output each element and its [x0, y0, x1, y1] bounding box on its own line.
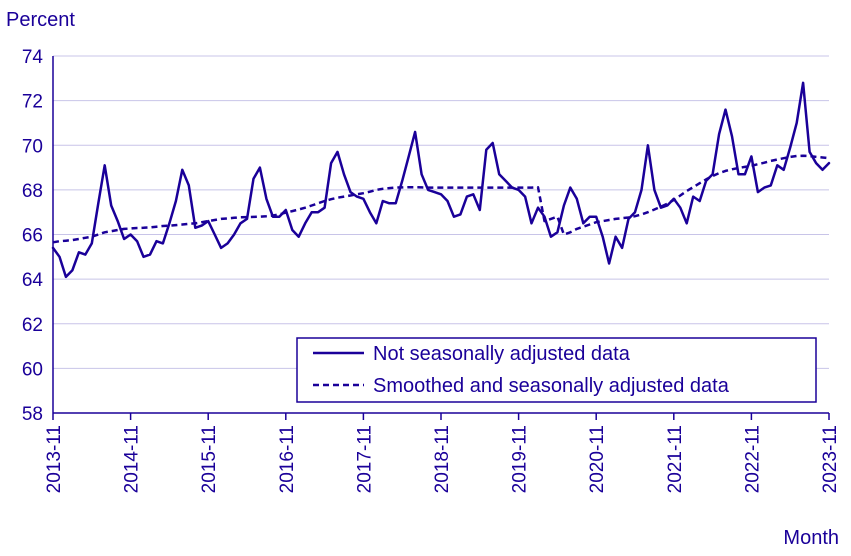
y-tick-label: 74 — [22, 47, 44, 68]
y-tick-label: 58 — [22, 404, 43, 425]
series-line-1 — [51, 81, 831, 279]
series-line-2 — [52, 154, 830, 244]
gridlines — [53, 55, 829, 369]
x-tick-label: 2022-11 — [742, 425, 763, 493]
legend-box — [296, 337, 817, 403]
legend-label-series-2: Smoothed and seasonally adjusted data — [373, 375, 730, 397]
y-tick-label: 66 — [22, 226, 43, 247]
y-axis-title: Percent — [6, 9, 75, 31]
x-tick-label: 2013-11 — [44, 425, 65, 493]
x-tick-label: 2023-11 — [820, 425, 841, 493]
x-tick-label: 2017-11 — [354, 425, 375, 493]
y-tick-label: 72 — [22, 92, 43, 113]
x-tick-label: 2018-11 — [432, 425, 453, 493]
legend: Not seasonally adjusted data Smoothed an… — [296, 337, 817, 403]
y-axis-ticks: 58 60 62 64 66 68 70 72 74 — [22, 47, 44, 425]
x-tick-label: 2015-11 — [199, 425, 220, 493]
y-tick-label: 64 — [22, 270, 44, 291]
y-tick-label: 68 — [22, 181, 43, 202]
x-tick-label: 2014-11 — [122, 425, 143, 493]
x-tick-label: 2019-11 — [510, 425, 531, 493]
x-tick-label: 2020-11 — [587, 425, 608, 493]
x-tick-label: 2021-11 — [665, 425, 686, 493]
series-lines — [51, 81, 831, 279]
y-tick-label: 62 — [22, 315, 43, 336]
y-tick-label: 60 — [22, 359, 43, 380]
x-tick-label: 2016-11 — [277, 425, 298, 493]
x-axis-title: Month — [783, 527, 839, 549]
legend-label-series-1: Not seasonally adjusted data — [373, 343, 631, 365]
x-axis: 2013-11 2014-11 2015-11 2016-11 2017-11 2018-… — [44, 56, 841, 493]
y-tick-label: 70 — [22, 136, 43, 157]
